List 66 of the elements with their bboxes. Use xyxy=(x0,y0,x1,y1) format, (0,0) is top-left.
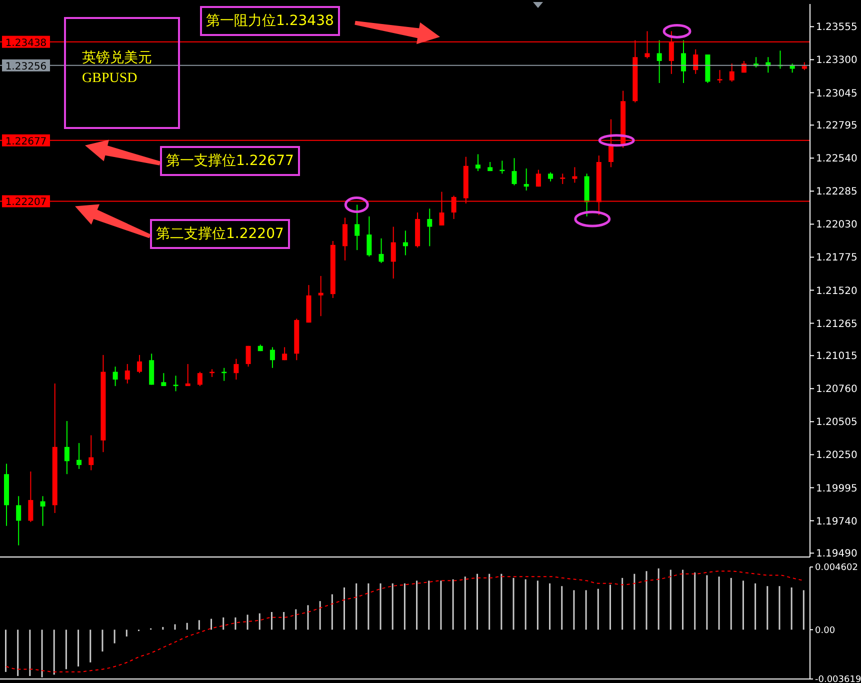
line-series xyxy=(6,570,804,672)
candlestick xyxy=(197,371,202,387)
y-tick-label: 0.004602 xyxy=(815,563,858,574)
annotation: 第二支撑位1.22207 xyxy=(150,219,290,250)
y-tick-label: 1.22540 xyxy=(816,154,858,165)
candlestick xyxy=(318,275,324,317)
y-tick-label: 1.21520 xyxy=(816,286,858,297)
candlestick xyxy=(717,70,722,84)
candlestick xyxy=(28,471,34,523)
candlestick xyxy=(693,48,698,74)
candlestick xyxy=(88,434,94,471)
y-tick-label: 1.23300 xyxy=(816,55,858,66)
candlestick xyxy=(512,158,517,186)
y-tick-label: 1.23555 xyxy=(816,22,858,34)
candlestick xyxy=(246,345,251,368)
candlestick xyxy=(729,63,734,82)
y-tick-label: 1.21775 xyxy=(816,252,858,264)
y-tick-label: 1.21015 xyxy=(816,351,858,362)
candlestick xyxy=(524,168,529,191)
candlestick xyxy=(234,358,239,380)
candlestick xyxy=(161,372,166,387)
y-tick-label: 1.19740 xyxy=(816,516,858,528)
ref-line-label: 1.22207 xyxy=(5,197,47,208)
candlestick xyxy=(282,346,288,361)
candlestick xyxy=(427,208,432,247)
ref-line-label: 1.23256 xyxy=(5,61,47,72)
y-tick-label: 1.19995 xyxy=(816,483,858,494)
y-tick-label: 1.22285 xyxy=(816,186,858,198)
candlestick xyxy=(656,40,662,84)
annotation: 第一阻力位1.23438 xyxy=(200,6,340,36)
candlestick xyxy=(548,172,554,182)
y-tick-label: 1.23045 xyxy=(816,88,858,100)
y-tick-label: 1.19490 xyxy=(816,548,858,560)
ref-line-label: 1.22677 xyxy=(5,136,47,148)
y-tick-label: -0.003619 xyxy=(815,675,861,683)
y-tick-label: 1.22030 xyxy=(816,220,858,231)
text: 英镑兑美元 xyxy=(82,49,152,67)
candlestick xyxy=(572,166,578,184)
candlestick xyxy=(185,364,190,387)
candlestick xyxy=(681,40,686,84)
candlestick xyxy=(112,366,118,387)
candlestick xyxy=(136,354,142,374)
candlestick xyxy=(354,204,360,251)
y-tick-label: 0.00 xyxy=(815,626,836,636)
y-tick-label: 1.20760 xyxy=(816,384,858,396)
candlestick xyxy=(536,169,541,188)
y-tick-label: 1.21265 xyxy=(816,318,858,330)
candlestick xyxy=(560,173,566,185)
candlestick xyxy=(124,364,130,384)
candlestick xyxy=(402,230,408,256)
candlestick xyxy=(475,154,480,172)
candlestick xyxy=(64,420,70,475)
annotation: 第一支撑位1.22677 xyxy=(160,146,300,176)
candlestick xyxy=(366,216,372,258)
candlestick xyxy=(342,217,348,261)
y-tick-label: 1.20505 xyxy=(816,417,858,428)
y-tick-label: 1.22795 xyxy=(816,120,858,132)
candlestick xyxy=(270,346,275,368)
candlestick xyxy=(390,226,396,280)
ref-line-label: 1.23438 xyxy=(5,38,47,49)
text: GBPUSD xyxy=(82,71,138,87)
candlestick xyxy=(16,496,22,546)
candlestick xyxy=(40,496,46,526)
candlestick xyxy=(76,442,82,470)
candlestick xyxy=(378,238,384,264)
y-tick-label: 1.20250 xyxy=(816,450,858,462)
